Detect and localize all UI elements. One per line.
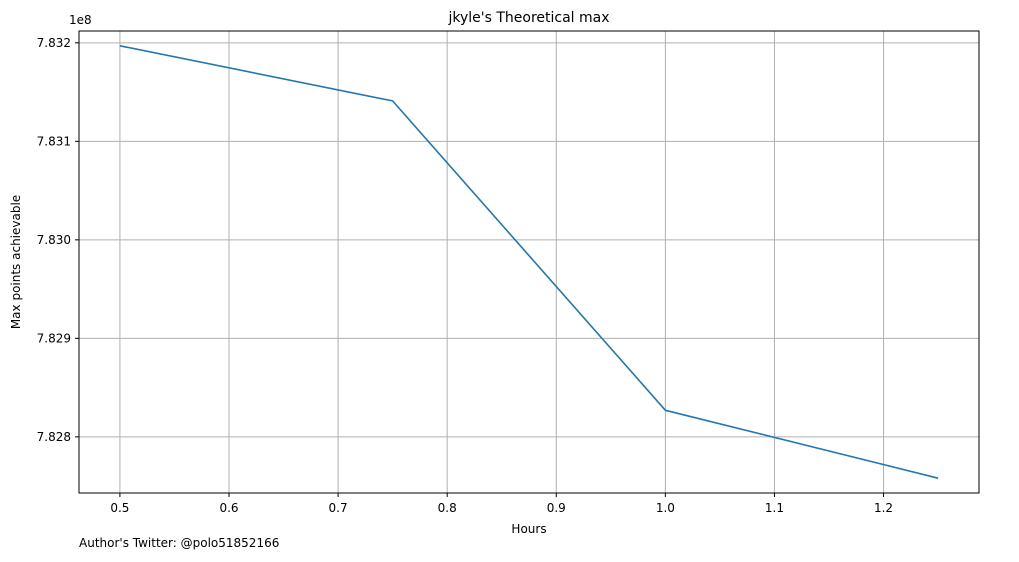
- y-tick-label: 7.832: [37, 36, 71, 50]
- x-tick-label: 0.7: [329, 501, 348, 515]
- series-layer: [119, 45, 939, 479]
- y-tick-label: 7.831: [37, 134, 71, 148]
- x-tick-label: 1.2: [874, 501, 893, 515]
- x-axis-label: Hours: [511, 522, 546, 536]
- series-line: [119, 45, 939, 479]
- y-axis-label: Max points achievable: [9, 195, 23, 329]
- x-tick-label: 0.8: [438, 501, 457, 515]
- chart-title: jkyle's Theoretical max: [447, 10, 609, 26]
- y-offset-label: 1e8: [69, 13, 92, 27]
- y-tick-label: 7.830: [37, 233, 71, 247]
- x-axis-ticks: 0.5 0.6 0.7 0.8 0.9 1.0 1.1 1.2: [110, 493, 893, 515]
- author-twitter-footer: Author's Twitter: @polo51852166: [79, 536, 280, 550]
- y-tick-label: 7.829: [37, 331, 71, 345]
- x-tick-label: 1.0: [656, 501, 675, 515]
- x-tick-label: 0.9: [547, 501, 566, 515]
- x-tick-label: 0.6: [219, 501, 238, 515]
- x-tick-label: 1.1: [765, 501, 784, 515]
- x-tick-label: 0.5: [110, 501, 129, 515]
- plot-frame: [78, 30, 980, 494]
- y-tick-label: 7.828: [37, 430, 71, 444]
- y-axis-ticks: 7.828 7.829 7.830 7.831 7.832: [37, 36, 79, 444]
- grid-lines: [79, 31, 979, 493]
